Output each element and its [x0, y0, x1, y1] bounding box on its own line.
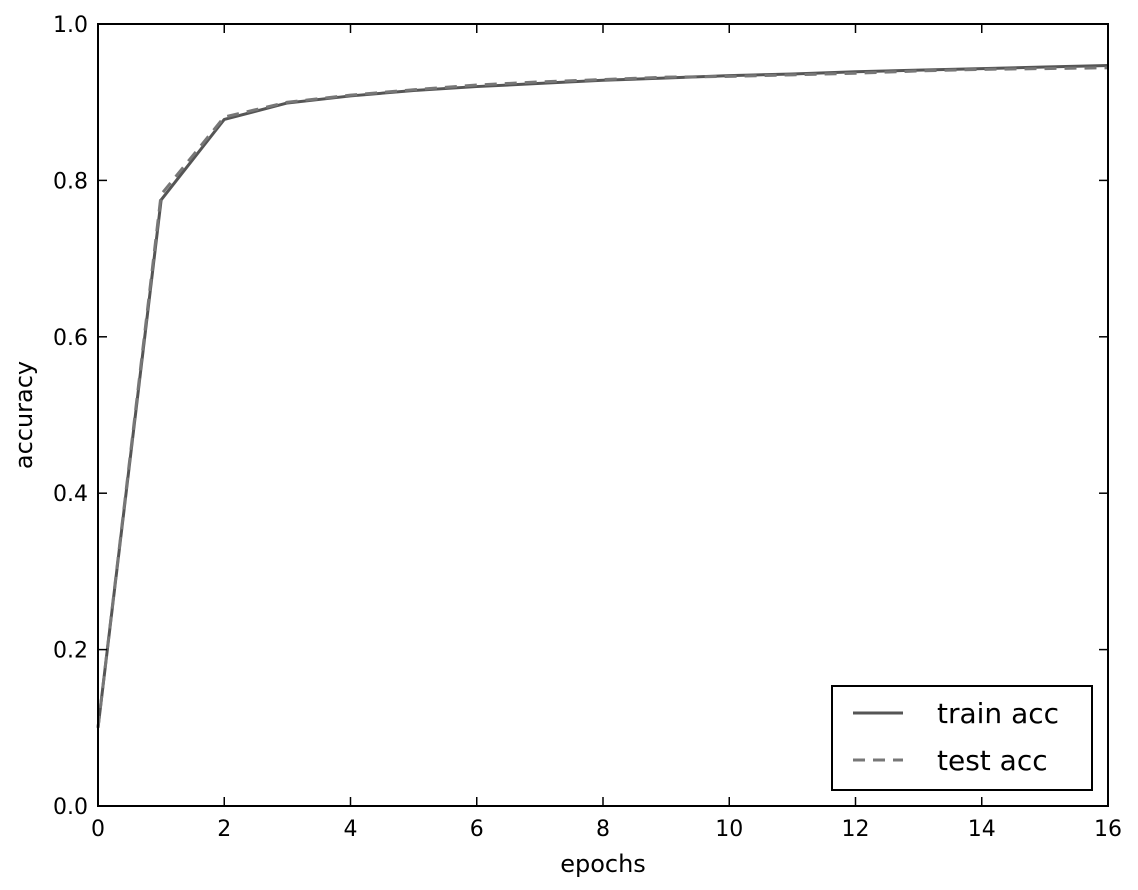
- y-tick-label-4: 0.8: [53, 169, 88, 194]
- x-tick-label-4: 8: [596, 817, 610, 842]
- plot-frame: [97, 23, 1109, 807]
- x-tick-label-6: 12: [842, 817, 870, 842]
- x-tick-label-7: 14: [968, 817, 996, 842]
- x-tick-label-2: 4: [344, 817, 358, 842]
- y-tick-label-2: 0.4: [53, 482, 88, 507]
- tick-labels-layer: 0 2 4 6 8 10 12 14 16 0.0 0.2 0.4 0.6 0.8 1.0: [53, 13, 1122, 842]
- series-line-test-acc: [96, 66, 1109, 728]
- series-layer: [96, 63, 1109, 728]
- y-tick-label-3: 0.6: [53, 326, 88, 351]
- x-axis-label: epochs: [560, 850, 646, 878]
- x-tick-label-0: 0: [91, 817, 105, 842]
- legend: train acc test acc: [831, 685, 1093, 791]
- legend-test-label: test acc: [937, 744, 1048, 777]
- series-line-train-acc: [96, 63, 1109, 728]
- y-tick-label-1: 0.2: [53, 639, 88, 664]
- plot-background: [98, 24, 1108, 806]
- x-tick-label-1: 2: [217, 817, 231, 842]
- legend-frame: [831, 685, 1093, 791]
- y-axis-label: accuracy: [10, 361, 38, 469]
- x-tick-label-3: 6: [470, 817, 484, 842]
- x-tick-label-8: 16: [1094, 817, 1122, 842]
- y-tick-label-0: 0.0: [53, 795, 88, 820]
- x-tick-label-5: 10: [715, 817, 743, 842]
- y-tick-label-5: 1.0: [53, 13, 88, 38]
- legend-train-label: train acc: [937, 697, 1059, 730]
